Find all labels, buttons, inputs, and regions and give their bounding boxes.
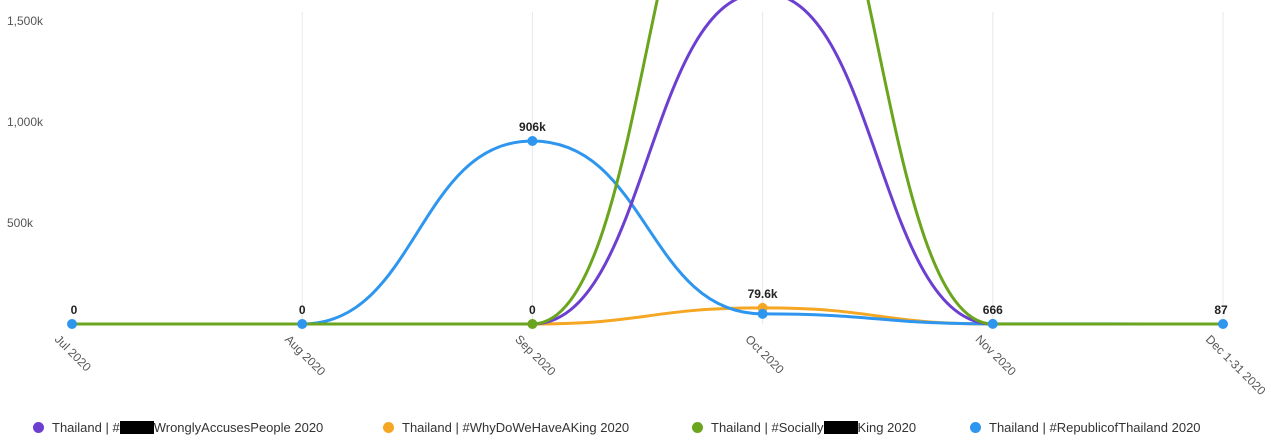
- data-label: 0: [299, 303, 306, 317]
- redaction-bar: [823, 421, 858, 434]
- data-point: [527, 319, 538, 329]
- legend-item-socially-king[interactable]: Thailand | #Socially King 2020: [692, 420, 916, 435]
- legend-label: Thailand | #WhyDoWeHaveAKing 2020: [402, 420, 630, 435]
- data-point: [67, 319, 77, 329]
- legend-label: Thailand | #RepublicofThailand 2020: [989, 420, 1201, 435]
- series-points: [67, 135, 1228, 329]
- legend-swatch: [970, 422, 981, 433]
- x-tick-label: Oct 2020: [742, 332, 787, 377]
- y-tick-label: 500k: [7, 216, 34, 230]
- data-point: [297, 319, 308, 329]
- data-label: 0: [71, 303, 78, 317]
- x-tick-label: Aug 2020: [282, 332, 328, 378]
- legend-label-part: Thailand | #: [52, 420, 120, 435]
- data-label: 79.6k: [748, 287, 778, 301]
- data-label: 906k: [519, 120, 546, 134]
- legend: Thailand | # WronglyAccusesPeople 2020 Th…: [0, 420, 1271, 441]
- x-tick-label: Sep 2020: [512, 332, 558, 378]
- series-line: [72, 139, 1224, 326]
- x-tick-label: Nov 2020: [973, 332, 1019, 378]
- vertical-gridlines: [301, 12, 1224, 324]
- legend-item-wrongly-accuses[interactable]: Thailand | # WronglyAccusesPeople 2020: [33, 420, 323, 435]
- data-point: [527, 135, 538, 146]
- x-tick-label: Jul 2020: [52, 332, 94, 374]
- redaction-bar: [119, 421, 154, 434]
- data-point: [987, 318, 998, 329]
- legend-swatch: [33, 422, 44, 433]
- legend-item-republic-of-thailand[interactable]: Thailand | #RepublicofThailand 2020: [970, 420, 1201, 435]
- data-point: [1218, 318, 1228, 329]
- data-label: 0: [529, 303, 536, 317]
- legend-item-why-do-we-have-a-king[interactable]: Thailand | #WhyDoWeHaveAKing 2020: [383, 420, 629, 435]
- legend-label-part: WronglyAccusesPeople 2020: [153, 420, 324, 435]
- x-tick-label: Dec 1-31 2020: [1203, 332, 1269, 398]
- data-label: 87: [1214, 303, 1228, 317]
- series-line: [72, 306, 1223, 326]
- data-point: [757, 308, 768, 319]
- x-axis-tick-labels: Jul 2020 Aug 2020 Sep 2020 Oct 2020 Nov 2020…: [52, 332, 1269, 398]
- data-label: 666: [983, 303, 1003, 317]
- legend-swatch: [692, 422, 703, 433]
- y-tick-label: 1,500k: [7, 14, 44, 28]
- legend-label-part: King 2020: [857, 420, 917, 435]
- series-lines: [72, 0, 1224, 326]
- legend-swatch: [383, 422, 394, 433]
- legend-label-part: Thailand | #Socially: [711, 420, 824, 435]
- y-tick-label: 1,000k: [7, 115, 44, 129]
